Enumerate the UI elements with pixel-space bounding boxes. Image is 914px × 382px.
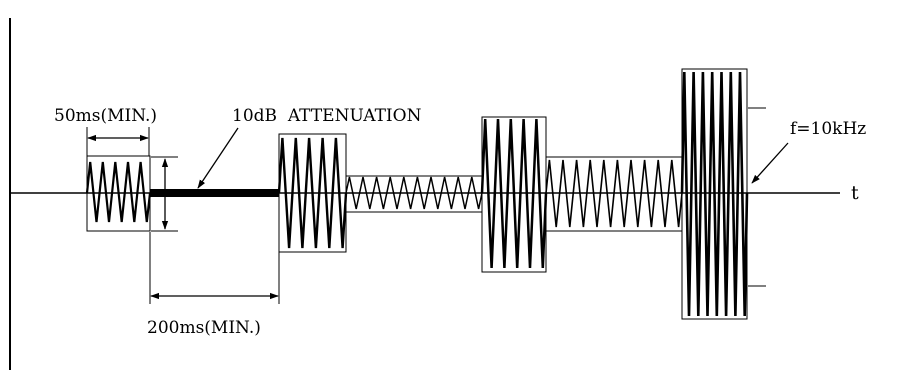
frequency-label: f=10kHz [790, 119, 866, 139]
burst-waveform-1 [85, 161, 152, 223]
min-burst-label: 50ms(MIN.) [54, 106, 157, 126]
burst-waveform-2 [277, 137, 348, 249]
burst-waveform-4 [480, 118, 548, 269]
burst-waveform-3 [345, 176, 483, 210]
frequency-leader [751, 142, 789, 184]
burst-waveform-6 [680, 71, 749, 317]
min-gap-label: 200ms(MIN.) [147, 318, 261, 338]
burst-waveform-5 [545, 159, 683, 228]
time-axis-label: t [851, 182, 859, 204]
attenuation-leader [197, 127, 239, 189]
attenuation-label: 10dB ATTENUATION [232, 106, 422, 126]
tone-bursts [85, 68, 749, 320]
